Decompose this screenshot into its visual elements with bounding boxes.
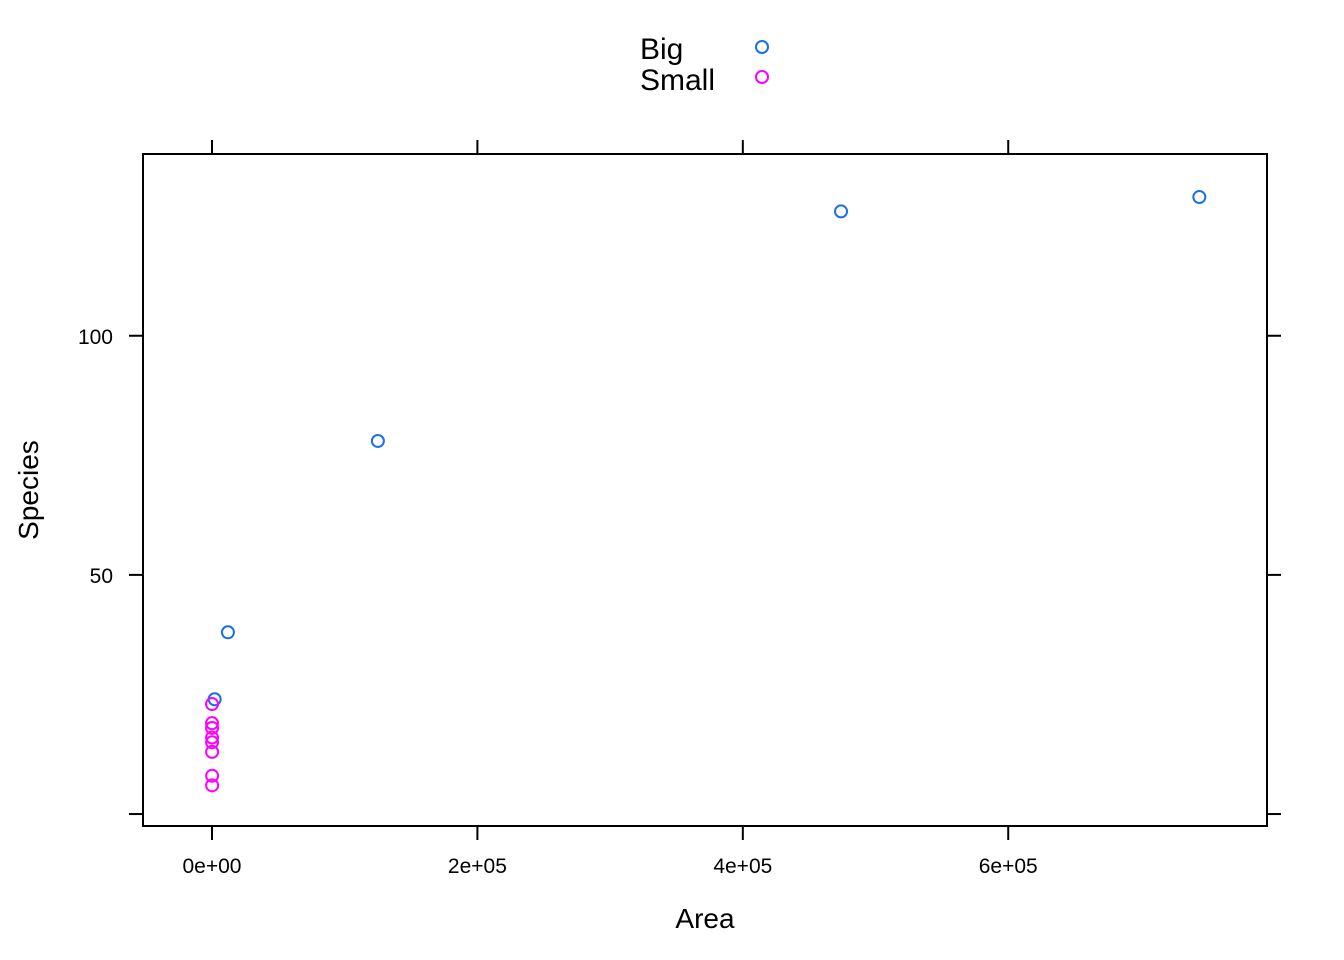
x-tick-label-0: 0e+00 — [183, 855, 242, 878]
y-tick-label-1: 50 — [90, 565, 113, 588]
point-small-0 — [205, 697, 220, 712]
x-tick-label-2: 4e+05 — [713, 855, 772, 878]
point-big-3 — [834, 204, 849, 219]
legend-marker-small — [755, 70, 769, 84]
point-big-4 — [1192, 190, 1207, 205]
plot-area-frame — [142, 153, 1268, 827]
legend-label-big: Big — [640, 33, 683, 66]
legend-label-small: Small — [640, 64, 715, 97]
y-tick-label-2: 100 — [78, 326, 113, 349]
point-small-4 — [205, 735, 220, 750]
legend: Big Small — [640, 33, 769, 97]
x-axis: 0e+00 2e+05 4e+05 6e+05 — [183, 140, 1038, 878]
data-points — [205, 190, 1207, 793]
x-tick-label-3: 6e+05 — [979, 855, 1038, 878]
point-small-6 — [205, 768, 220, 783]
legend-marker-big — [755, 40, 769, 54]
point-small-2 — [205, 720, 220, 735]
point-small-5 — [205, 744, 220, 759]
point-big-2 — [370, 433, 385, 448]
x-axis-title: Area — [675, 903, 735, 934]
point-small-7 — [205, 778, 220, 793]
point-big-1 — [220, 625, 235, 640]
point-small-3 — [205, 730, 220, 745]
x-tick-label-1: 2e+05 — [448, 855, 507, 878]
y-axis-title: Species — [13, 440, 44, 540]
point-small-1 — [205, 716, 220, 731]
y-axis: 50 100 — [78, 326, 1281, 816]
